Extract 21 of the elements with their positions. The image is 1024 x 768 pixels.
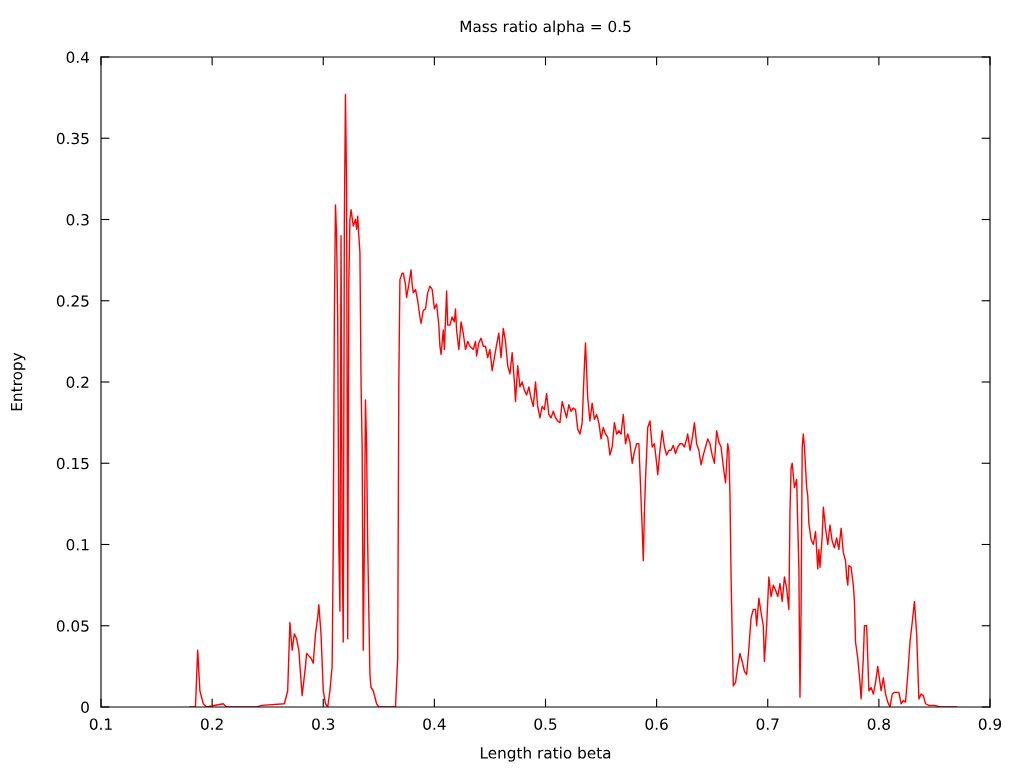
chart-title: Mass ratio alpha = 0.5 xyxy=(460,20,631,36)
x-tick-label: 0.6 xyxy=(645,718,668,730)
x-tick-label: 0.2 xyxy=(200,718,223,730)
x-tick-label: 0.8 xyxy=(867,718,890,730)
y-tick-label: 0.15 xyxy=(56,457,89,470)
x-tick-label: 0.9 xyxy=(978,718,1002,730)
y-tick-label: 0.35 xyxy=(56,132,89,145)
x-tick-label: 0.7 xyxy=(756,718,779,730)
y-tick-label: 0 xyxy=(81,701,89,714)
y-tick-label: 0.2 xyxy=(66,376,89,389)
x-tick-label: 0.5 xyxy=(534,718,557,730)
y-tick-label: 0.4 xyxy=(66,51,90,64)
y-tick-label: 0.25 xyxy=(56,295,89,307)
x-tick-label: 0.3 xyxy=(312,718,335,730)
x-tick-label: 0.4 xyxy=(423,718,446,730)
x-axis-title: Length ratio beta xyxy=(480,746,611,762)
x-tick-label: 0.1 xyxy=(89,718,112,730)
y-axis-title: Entropy xyxy=(11,352,26,411)
y-tick-label: 0.05 xyxy=(56,620,89,632)
y-tick-label: 0.1 xyxy=(66,538,89,551)
y-tick-label: 0.3 xyxy=(66,213,89,226)
